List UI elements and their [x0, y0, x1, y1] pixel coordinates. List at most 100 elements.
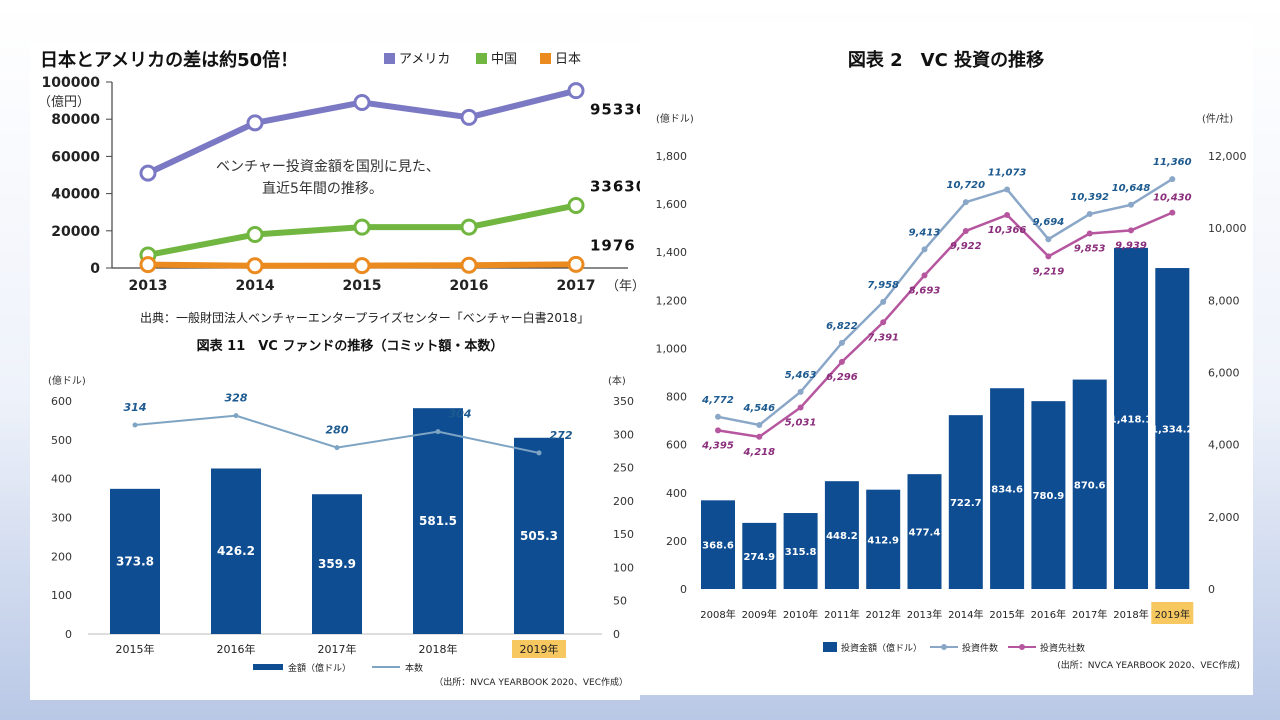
- chart-c-highlight-box: [1151, 602, 1194, 624]
- chart-c-bar-label: 368.6: [702, 541, 734, 552]
- chart-c-legend-label: 投資先社数: [1040, 642, 1085, 654]
- chart-a-annotation: 直近5年間の推移。: [262, 180, 383, 197]
- chart-c-deals-point: [756, 421, 763, 428]
- chart-c-title: 図表 2 VC 投資の推移: [848, 49, 1044, 71]
- chart-b-source: （出所：NVCA YEARBOOK 2020、VEC作成）: [434, 676, 628, 688]
- chart-c-bar-label: 870.6: [1074, 480, 1106, 491]
- chart-b-count-label: 272: [550, 429, 573, 442]
- chart-c-bar-label: 722.7: [950, 498, 982, 509]
- chart-c-x-label: 2009年: [742, 608, 777, 621]
- chart-c-deals-label: 10,720: [947, 180, 986, 191]
- chart-b-count-label: 328: [225, 392, 248, 405]
- chart-c-bar-label: 315.8: [785, 547, 817, 558]
- chart-a-data-point: [353, 218, 371, 236]
- chart-c-companies-point: [1169, 209, 1176, 216]
- chart-b-bar-label: 359.9: [318, 557, 356, 571]
- chart-b-x-label: 2016年: [217, 642, 256, 656]
- chart-c-companies-label: 4,395: [701, 440, 734, 451]
- chart-c-left-tick: 600: [666, 439, 687, 452]
- chart-b-left-unit: (億ドル): [48, 374, 86, 387]
- chart-a-headline: 日本とアメリカの差は約50倍！: [40, 49, 298, 71]
- chart-b-left-tick: 0: [65, 628, 72, 641]
- chart-a-legend-swatch: [540, 53, 551, 64]
- chart-c-right-tick: 6,000: [1208, 367, 1240, 380]
- chart-c-bar-label: 834.6: [991, 485, 1023, 496]
- chart-c-panel: 図表 2 VC 投資の推移 (億ドル) (件/社) 0 200 400 600 800 1,00…: [640, 22, 1253, 695]
- chart-c-right-tick: 2,000: [1208, 511, 1240, 524]
- chart-a-legend-swatch: [476, 53, 487, 64]
- chart-c-companies-label: 6,296: [826, 372, 858, 383]
- chart-c-bar-label: 1,418.1: [1110, 414, 1152, 425]
- chart-b-bar: [514, 437, 564, 634]
- chart-b-count-point: [435, 429, 441, 435]
- chart-a-data-label: 33630: [590, 177, 640, 195]
- chart-a-x-tick-label: 2017: [557, 278, 596, 294]
- chart-a-data-point: [246, 114, 264, 132]
- chart-c-companies-label: 9,219: [1033, 266, 1065, 277]
- chart-c-legend-label: 投資件数: [962, 642, 998, 654]
- chart-c-companies-label: 9,853: [1074, 243, 1106, 254]
- chart-c-deals-point: [1169, 176, 1176, 183]
- chart-c-legend-marker-companies: [1019, 644, 1025, 650]
- chart-c-companies-point: [797, 404, 804, 411]
- chart-c-bar: [1031, 401, 1066, 589]
- chart-c-deals-line: [717, 178, 1173, 427]
- chart-a-x-tick-label: 2016: [450, 278, 489, 294]
- chart-b-right-tick: 350: [613, 395, 634, 408]
- chart-c-right-tick: 8,000: [1208, 294, 1240, 307]
- chart-c-deals-label: 6,822: [826, 321, 858, 332]
- chart-c-left-tick: 1,800: [656, 150, 688, 163]
- chart-a-y-tick-label: 100000: [42, 75, 101, 91]
- chart-b-right-tick: 300: [613, 428, 634, 441]
- chart-c-x-label: 2014年: [948, 608, 983, 621]
- chart-c-deals-point: [838, 339, 845, 346]
- chart-c-x-label: 2010年: [783, 608, 818, 621]
- chart-a-y-unit: （億円）: [38, 94, 90, 110]
- chart-b-bar-label: 426.2: [217, 544, 255, 558]
- chart-c-bar-label: 412.9: [867, 535, 899, 546]
- chart-a-data-point: [246, 257, 264, 275]
- chart-a-data-point: [139, 164, 157, 182]
- chart-c-x-label: 2019年: [1155, 608, 1190, 621]
- chart-a-panel: 日本とアメリカの差は約50倍！ アメリカ 中国 日本 （億円） 0 20000 40000 60…: [30, 42, 640, 337]
- chart-b-bar-label: 373.8: [116, 554, 154, 568]
- chart-c-legend-label: 投資金額（億ドル）: [841, 642, 922, 654]
- chart-b-left-tick: 200: [51, 550, 72, 563]
- chart-b-x-label: 2018年: [419, 642, 458, 656]
- chart-b-left-tick: 100: [51, 589, 72, 602]
- chart-c-deals-label: 11,360: [1153, 157, 1192, 168]
- chart-a-data-point: [567, 196, 585, 214]
- chart-c-deals-point: [715, 413, 721, 420]
- chart-c-bar: [742, 522, 777, 589]
- chart-c-right-tick: 0: [1208, 583, 1215, 596]
- chart-c-deals-point: [1086, 211, 1093, 218]
- chart-a-country-vc-line-chart: 日本とアメリカの差は約50倍！ アメリカ 中国 日本 （億円） 0 20000 40000 60…: [38, 49, 640, 325]
- chart-a-legend-label: アメリカ: [399, 52, 450, 67]
- chart-b-count-point: [536, 450, 542, 456]
- chart-a-annotation: ベンチャー投資金額を国別に見た、: [216, 159, 440, 175]
- chart-c-bar: [824, 481, 859, 589]
- chart-b-right-tick: 200: [613, 495, 634, 508]
- chart-c-bar: [907, 474, 942, 589]
- chart-b-right-tick: 150: [613, 528, 634, 541]
- chart-c-left-tick: 1,400: [656, 246, 688, 259]
- chart-c-left-tick: 200: [666, 535, 687, 548]
- chart-c-bar: [866, 489, 901, 589]
- chart-b-left-tick: 300: [51, 512, 72, 525]
- chart-c-deals-point: [962, 199, 969, 206]
- chart-c-deals-label: 10,392: [1070, 192, 1109, 203]
- chart-c-bar: [948, 415, 983, 589]
- chart-a-data-point: [567, 82, 585, 100]
- chart-a-data-point: [567, 255, 585, 273]
- chart-c-bar-label: 477.4: [909, 528, 941, 539]
- chart-a-data-point: [460, 108, 478, 126]
- chart-a-y-tick-label: 20000: [51, 224, 100, 240]
- chart-c-deals-point: [1004, 186, 1011, 193]
- chart-c-right-tick: 10,000: [1208, 222, 1247, 235]
- chart-b-right-unit: (本): [608, 374, 626, 387]
- chart-c-companies-point: [715, 427, 721, 434]
- chart-a-legend-label: 日本: [555, 52, 581, 67]
- chart-c-companies-label: 9,939: [1115, 240, 1147, 251]
- chart-c-companies-point: [838, 358, 845, 365]
- chart-b-legend-label: 本数: [405, 662, 423, 674]
